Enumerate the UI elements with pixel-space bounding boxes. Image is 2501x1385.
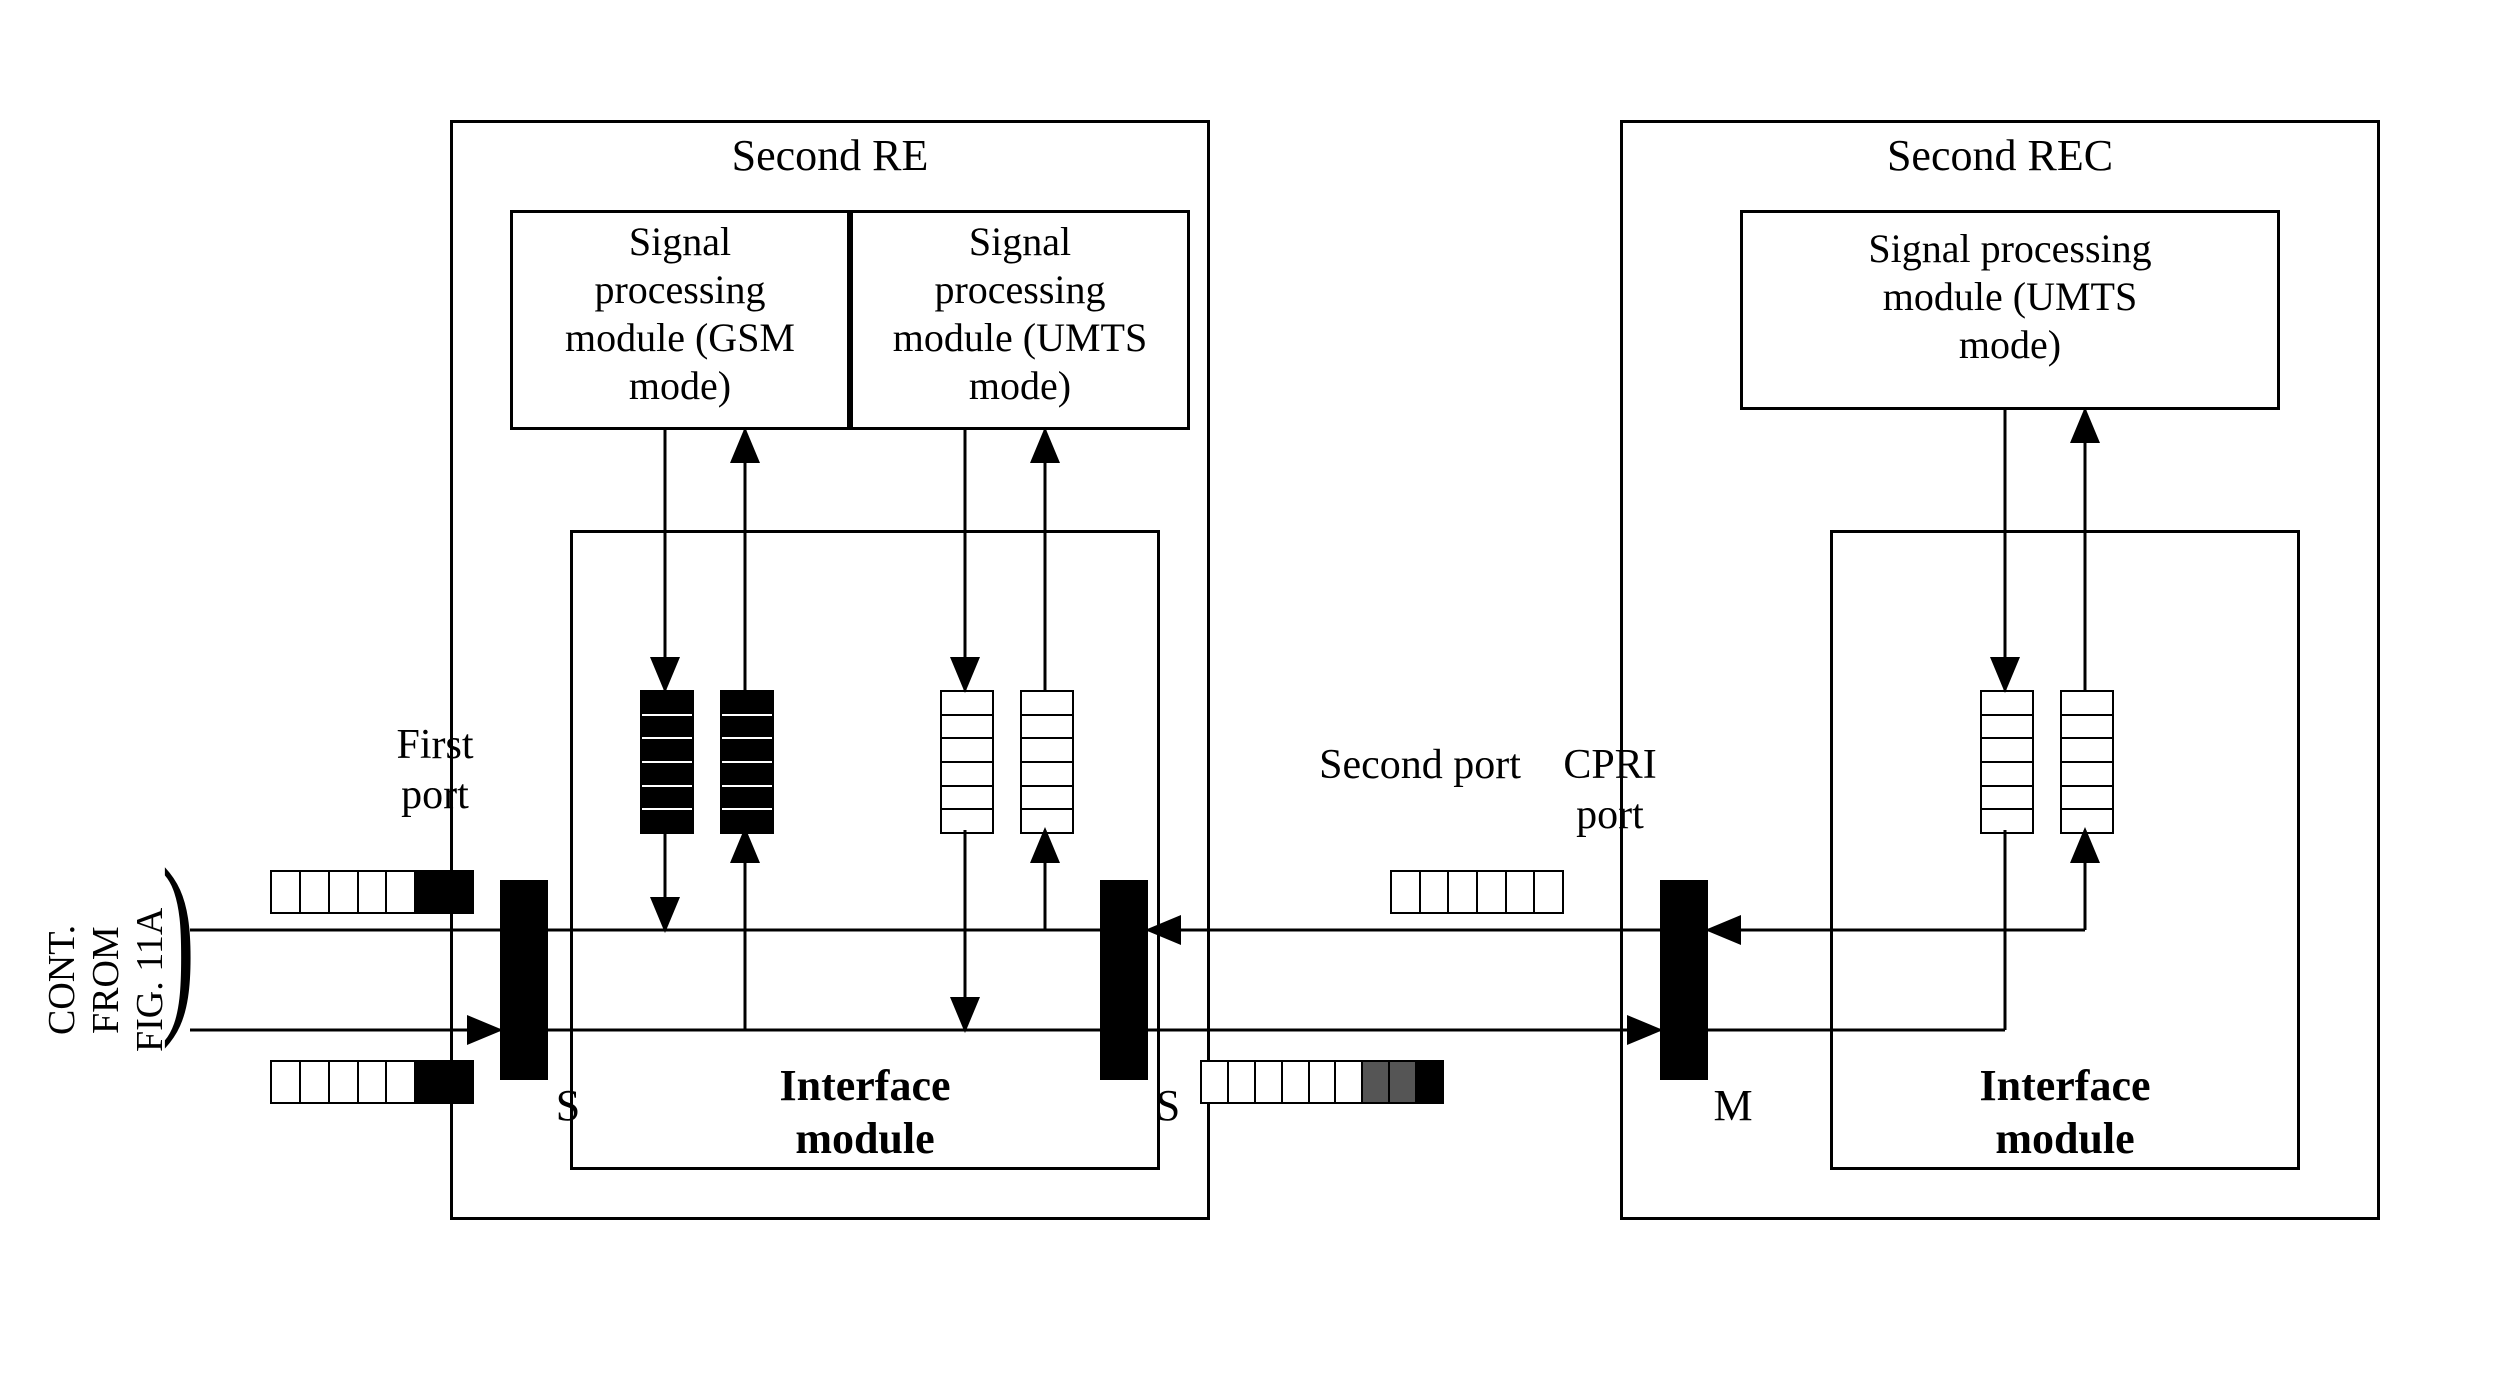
umts-buffer-down-re-icon [940,690,994,834]
cpri-port-label: CPRI port [1540,740,1680,841]
diagram-canvas: Second RE Signal processing module (GSM … [0,0,2501,1385]
umts-buffer-down-rec-icon [1980,690,2034,834]
umts-buffer-up-rec-icon [2060,690,2114,834]
cpri-port-icon [1660,880,1708,1080]
hbuffer-mid-bottom-icon [1200,1060,1444,1104]
signal-umts-rec-label: Signal processing module (UMTS mode) [1740,225,2280,369]
first-port-label: First port [360,720,510,821]
hbuffer-mid-top-icon [1390,870,1564,914]
hbuffer-left-bottom-icon [270,1060,474,1104]
cpri-port-letter: M [1708,1080,1758,1133]
gsm-buffer-down-icon [640,690,694,834]
brace-icon: ) [162,840,195,1040]
second-port-s-icon [1100,880,1148,1080]
second-port-s-letter: S [1148,1080,1188,1133]
interface-module-re-label: Interface module [570,1060,1160,1166]
umts-buffer-up-re-icon [1020,690,1074,834]
gsm-buffer-up-icon [720,690,774,834]
interface-module-rec-label: Interface module [1830,1060,2300,1166]
signal-umts-re-label: Signal processing module (UMTS mode) [850,218,1190,410]
first-port-icon [500,880,548,1080]
second-rec-title: Second REC [1620,130,2380,183]
signal-gsm-label: Signal processing module (GSM mode) [510,218,850,410]
cont-from-label: CONT. FROM FIG. 11A [40,840,172,1120]
first-port-letter: S [548,1080,588,1133]
second-re-title: Second RE [450,130,1210,183]
hbuffer-left-top-icon [270,870,474,914]
second-port-label: Second port [1260,740,1580,790]
